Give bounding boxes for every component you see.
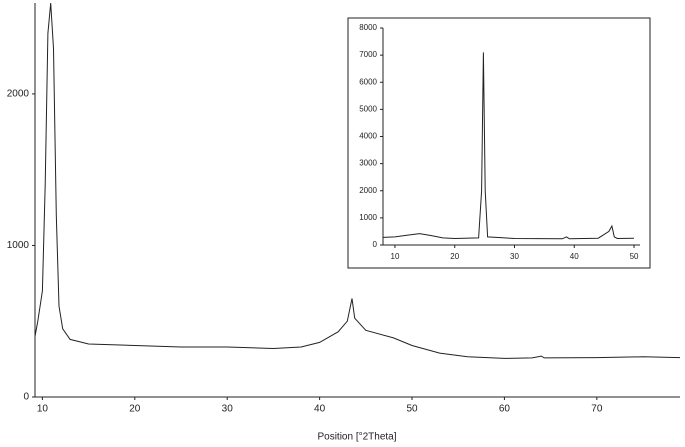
y-tick-label: 0 [23, 392, 29, 403]
inset-x-tick-label: 20 [450, 252, 459, 261]
line [34, 2, 681, 359]
x-tick-label: 50 [406, 404, 418, 415]
x-tick-label: 40 [314, 404, 326, 415]
inset-x-tick-label: 10 [391, 252, 400, 261]
inset-y-tick-label: 2000 [359, 186, 377, 195]
x-tick-label: 30 [222, 404, 234, 415]
inset-y-tick-label: 8000 [359, 23, 377, 32]
inset-frame [347, 17, 651, 269]
inset-y-tick-label: 4000 [359, 132, 377, 141]
inset-y-tick-label: 6000 [359, 77, 377, 86]
x-tick-label: 70 [591, 404, 603, 415]
inset-y-tick-label: 5000 [359, 104, 377, 113]
x-axis-label: Position [°2Theta] [317, 432, 396, 443]
x-tick-label: 20 [129, 404, 141, 415]
inset-line [382, 52, 635, 240]
y-tick-label: 2000 [7, 89, 30, 100]
inset-x-tick-label: 40 [570, 252, 579, 261]
x-tick-label: 60 [499, 404, 511, 415]
inset-x-tick-label: 30 [510, 252, 519, 261]
y-tick-label: 1000 [7, 240, 30, 251]
x-tick-label: 10 [37, 404, 49, 415]
inset-y-tick-label: 3000 [359, 159, 377, 168]
inset-y-tick-label: 0 [373, 240, 378, 249]
inset-y-tick-label: 7000 [359, 50, 377, 59]
inset-x-tick-label: 50 [630, 252, 639, 261]
inset-y-tick-label: 1000 [359, 213, 377, 222]
